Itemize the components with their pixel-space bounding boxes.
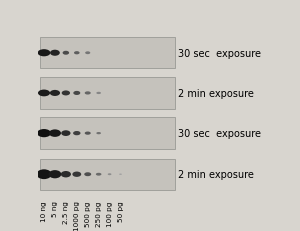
- Ellipse shape: [63, 52, 69, 55]
- Text: 5 ng: 5 ng: [52, 201, 58, 216]
- Ellipse shape: [74, 52, 80, 55]
- Bar: [40, 78, 175, 109]
- Bar: [40, 38, 175, 69]
- Ellipse shape: [73, 91, 80, 96]
- Ellipse shape: [50, 91, 60, 97]
- Text: 10 ng: 10 ng: [41, 201, 47, 221]
- Ellipse shape: [85, 132, 91, 135]
- Ellipse shape: [61, 171, 71, 178]
- Text: 30 sec  exposure: 30 sec exposure: [178, 129, 261, 139]
- Ellipse shape: [72, 172, 81, 177]
- Bar: [40, 118, 175, 149]
- Ellipse shape: [108, 173, 111, 175]
- Ellipse shape: [62, 91, 70, 96]
- Text: 50 pg: 50 pg: [118, 201, 124, 221]
- Ellipse shape: [96, 173, 101, 176]
- Ellipse shape: [49, 170, 61, 179]
- Ellipse shape: [49, 130, 61, 137]
- Text: 500 pg: 500 pg: [85, 201, 91, 226]
- Ellipse shape: [38, 50, 50, 57]
- Text: 2 min exposure: 2 min exposure: [178, 170, 254, 179]
- Ellipse shape: [85, 52, 90, 55]
- Ellipse shape: [84, 173, 91, 176]
- Text: 1000 pg: 1000 pg: [74, 201, 80, 231]
- Text: 30 sec  exposure: 30 sec exposure: [178, 49, 261, 58]
- Ellipse shape: [96, 92, 101, 95]
- Ellipse shape: [61, 131, 70, 136]
- Ellipse shape: [37, 129, 51, 138]
- Text: 100 pg: 100 pg: [106, 201, 112, 226]
- Text: 2 min exposure: 2 min exposure: [178, 88, 254, 98]
- Text: 2.5 ng: 2.5 ng: [63, 201, 69, 223]
- Ellipse shape: [96, 132, 101, 135]
- Ellipse shape: [73, 131, 80, 136]
- Ellipse shape: [37, 170, 52, 179]
- Ellipse shape: [119, 174, 122, 175]
- Ellipse shape: [85, 92, 91, 95]
- Ellipse shape: [38, 90, 50, 97]
- Bar: [40, 159, 175, 190]
- Ellipse shape: [50, 51, 60, 57]
- Text: 250 pg: 250 pg: [96, 201, 102, 226]
